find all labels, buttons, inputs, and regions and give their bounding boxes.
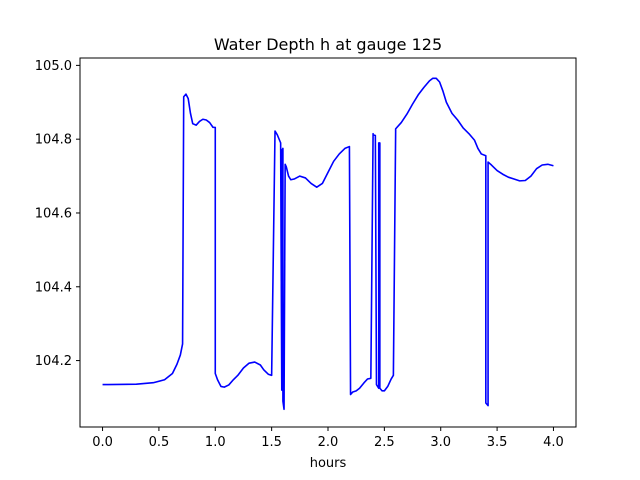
x-tick-label: 3.5 [487, 435, 508, 450]
axes: 0.0 0.5 1.0 1.5 2.0 2.5 3.0 3.5 4.0 104.2 104.4 104… [35, 59, 564, 450]
x-tick-label: 2.0 [318, 435, 339, 450]
axes-frame [79, 57, 577, 428]
y-tick-label: 104.2 [35, 354, 72, 369]
x-tick-label: 2.5 [374, 435, 395, 450]
x-tick-label: 1.5 [261, 435, 282, 450]
y-tick-label: 104.6 [35, 206, 72, 221]
chart-title: Water Depth h at gauge 125 [214, 35, 442, 54]
x-tick-label: 4.0 [543, 435, 564, 450]
y-tick-label: 104.8 [35, 133, 72, 148]
series-line [102, 77, 554, 411]
y-tick-label: 105.0 [35, 59, 72, 74]
plot-area [102, 77, 554, 411]
x-tick-label: 0.5 [149, 435, 170, 450]
x-tick-label: 1.0 [205, 435, 226, 450]
x-axis-label: hours [310, 456, 347, 471]
y-tick-label: 104.4 [35, 280, 72, 295]
x-tick-label: 0.0 [92, 435, 113, 450]
x-tick-label: 3.0 [430, 435, 451, 450]
